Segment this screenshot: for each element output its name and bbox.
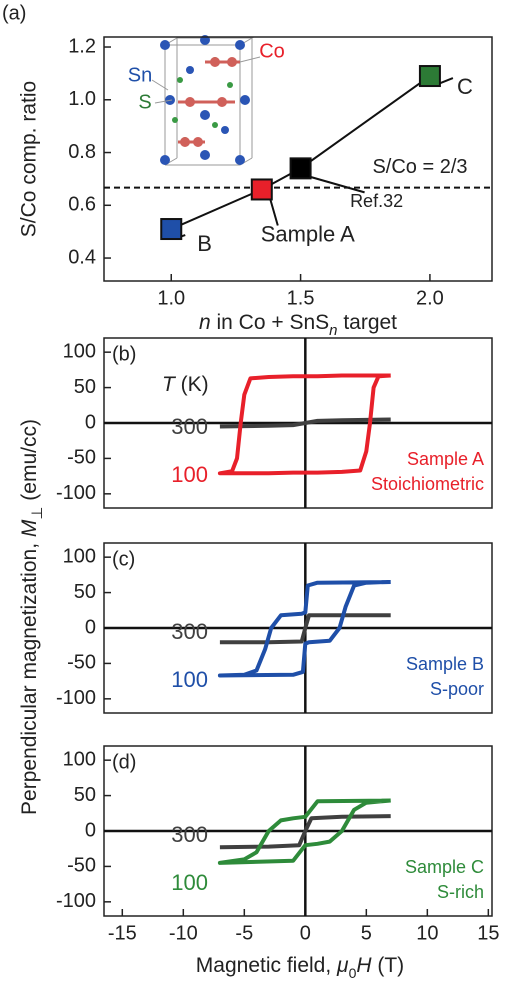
x-tick-label: 2.0 — [416, 287, 444, 309]
hysteresis-loop — [219, 814, 391, 850]
x-tick-label: -10 — [169, 922, 198, 944]
y-tick-label: 50 — [74, 784, 96, 806]
x-axis-label-part: Magnetic field, — [196, 954, 337, 977]
y-tick-label: -100 — [56, 890, 96, 912]
reference-label: S/Co = 2/3 — [372, 156, 467, 178]
x-axis-label: Magnetic field, μ0H (T) — [196, 954, 404, 981]
crystal-inset — [151, 35, 261, 166]
x-tick-label: 1.5 — [287, 287, 315, 309]
inset-label: S — [138, 91, 151, 113]
annotation: Sample A — [407, 449, 484, 469]
plot-frame — [103, 36, 493, 282]
x-tick-label: -5 — [235, 922, 253, 944]
x-tick-label: -15 — [108, 922, 137, 944]
y-axis-label-part: M — [18, 519, 41, 537]
annotation: S-poor — [430, 679, 484, 699]
panel-label: (b) — [112, 343, 136, 365]
x-tick-label: 15 — [477, 922, 499, 944]
x-axis-label-part: in Co + SnS — [211, 311, 329, 334]
y-axis-label-part: (emu/cc) — [18, 419, 41, 507]
x-axis-label-part: H — [356, 954, 372, 977]
legend-label: 300 — [171, 619, 208, 644]
y-axis-label: Perpendicular magnetization, M⊥ (emu/cc) — [18, 419, 47, 815]
annotation: S-rich — [437, 882, 484, 902]
y-tick-label: -50 — [67, 447, 96, 469]
y-tick-label: -50 — [67, 855, 96, 877]
panel-label: (a) — [2, 2, 26, 24]
y-tick-label: -100 — [56, 687, 96, 709]
inset-label: Co — [259, 40, 285, 62]
panel-label: (d) — [112, 751, 136, 773]
data-point — [289, 157, 312, 180]
x-axis-label-part: n — [199, 311, 211, 334]
y-tick-label: 100 — [63, 545, 96, 567]
x-axis-label-part: (T) — [372, 954, 405, 977]
data-point — [160, 218, 183, 241]
x-axis-label-part: μ — [336, 954, 349, 977]
legend-label: 100 — [171, 870, 208, 895]
y-tick-label: 1.0 — [68, 88, 96, 110]
legend-label: 100 — [171, 667, 208, 692]
x-tick-label: 1.0 — [157, 287, 185, 309]
y-axis-label-part: Perpendicular magnetization, — [18, 537, 41, 815]
inset-label: Sn — [128, 64, 152, 86]
y-tick-label: 0.6 — [68, 194, 96, 216]
point-label: Sample A — [261, 221, 355, 246]
annotation: Stoichiometric — [371, 474, 484, 494]
y-tick-label: 0 — [85, 819, 96, 841]
annotation: Sample C — [405, 857, 484, 877]
y-tick-label: -100 — [56, 482, 96, 504]
legend-title-part: T — [162, 373, 177, 396]
x-axis-label-part: n — [329, 322, 337, 339]
x-axis-label-part: 0 — [349, 965, 357, 981]
data-point — [250, 178, 273, 201]
hysteresis-loop — [217, 373, 391, 476]
x-tick-label: 0 — [300, 922, 311, 944]
hysteresis-loop — [217, 580, 391, 678]
x-tick-label: 5 — [361, 922, 372, 944]
y-tick-label: 0 — [85, 616, 96, 638]
panel-label: (c) — [112, 548, 135, 570]
label-leader — [308, 175, 365, 194]
point-label: Ref.32 — [350, 191, 403, 211]
point-label: C — [457, 74, 473, 99]
legend-label: 100 — [171, 462, 208, 487]
point-label: B — [197, 231, 212, 256]
legend-title: T (K) — [162, 373, 209, 396]
label-leader — [268, 197, 279, 226]
y-tick-label: 0.4 — [68, 246, 96, 268]
y-axis-label: S/Co comp. ratio — [18, 81, 41, 237]
data-point — [418, 65, 441, 88]
y-tick-label: 100 — [63, 340, 96, 362]
x-axis-label-part: target — [337, 311, 397, 334]
x-axis-label: n in Co + SnSn target — [199, 311, 397, 340]
y-tick-label: -50 — [67, 652, 96, 674]
legend-label: 300 — [171, 822, 208, 847]
x-tick-label: 10 — [416, 922, 438, 944]
y-tick-label: 50 — [74, 376, 96, 398]
legend-label: 300 — [171, 414, 208, 439]
y-axis-label-part: ⊥ — [29, 507, 46, 520]
hysteresis-loop — [219, 417, 391, 429]
y-tick-label: 0 — [85, 411, 96, 433]
y-tick-label: 1.2 — [68, 35, 96, 57]
y-tick-label: 100 — [63, 748, 96, 770]
annotation: Sample B — [406, 654, 484, 674]
trend-line — [170, 75, 431, 230]
legend-title-part: (K) — [175, 373, 209, 396]
y-tick-label: 0.8 — [68, 141, 96, 163]
y-tick-label: 50 — [74, 581, 96, 603]
hysteresis-loop — [217, 798, 391, 865]
